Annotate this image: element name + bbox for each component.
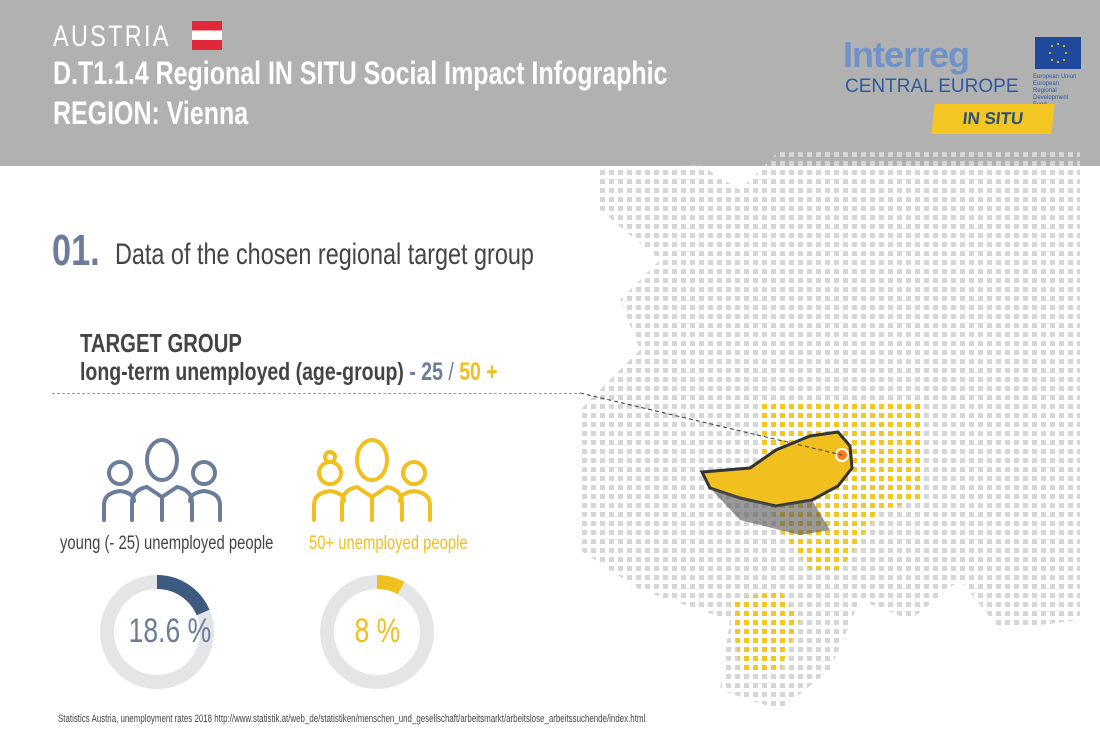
pointer-line — [580, 392, 843, 456]
people-group-icon — [102, 438, 222, 522]
donut-value-arc — [100, 575, 214, 689]
young-percent: 18.6 % — [128, 612, 212, 650]
logo-program: CENTRAL EUROPE — [845, 76, 1019, 97]
older-percent: 8 % — [354, 612, 400, 650]
section-number: 01. — [52, 226, 100, 275]
people-group-icon — [312, 438, 432, 522]
header-banner: AUSTRIA D.T1.1.4 Regional IN SITU Social… — [0, 0, 1100, 166]
older-group-label: 50+ unemployed people — [309, 533, 468, 554]
divider — [52, 393, 582, 394]
interreg-logo: Interreg CENTRAL EUROPE European Union Eu… — [843, 34, 1083, 134]
austria-shadow — [710, 488, 830, 535]
europe-map — [580, 150, 1080, 710]
page-title: D.T1.1.4 Regional IN SITU Social Impact … — [53, 55, 668, 91]
young-donut — [100, 575, 214, 689]
austria-flag-icon — [192, 21, 222, 50]
section-title: Data of the chosen regional target group — [115, 238, 534, 271]
region-label: REGION: Vienna — [53, 95, 249, 131]
donut-value-arc — [320, 575, 434, 689]
country-label: AUSTRIA — [53, 20, 171, 53]
logo-brand: Interreg — [843, 34, 970, 75]
target-group-description: long-term unemployed (age-group) - 25 / … — [80, 358, 498, 386]
target-group-heading: TARGET GROUP — [80, 328, 242, 358]
italy-highlight — [730, 590, 800, 670]
source-note: Statistics Austria, unemployment rates 2… — [58, 713, 646, 725]
older-donut — [320, 575, 434, 689]
eu-flag-icon — [1035, 37, 1081, 69]
young-group-label: young (- 25) unemployed people — [60, 533, 274, 554]
project-badge: IN SITU — [931, 104, 1055, 134]
